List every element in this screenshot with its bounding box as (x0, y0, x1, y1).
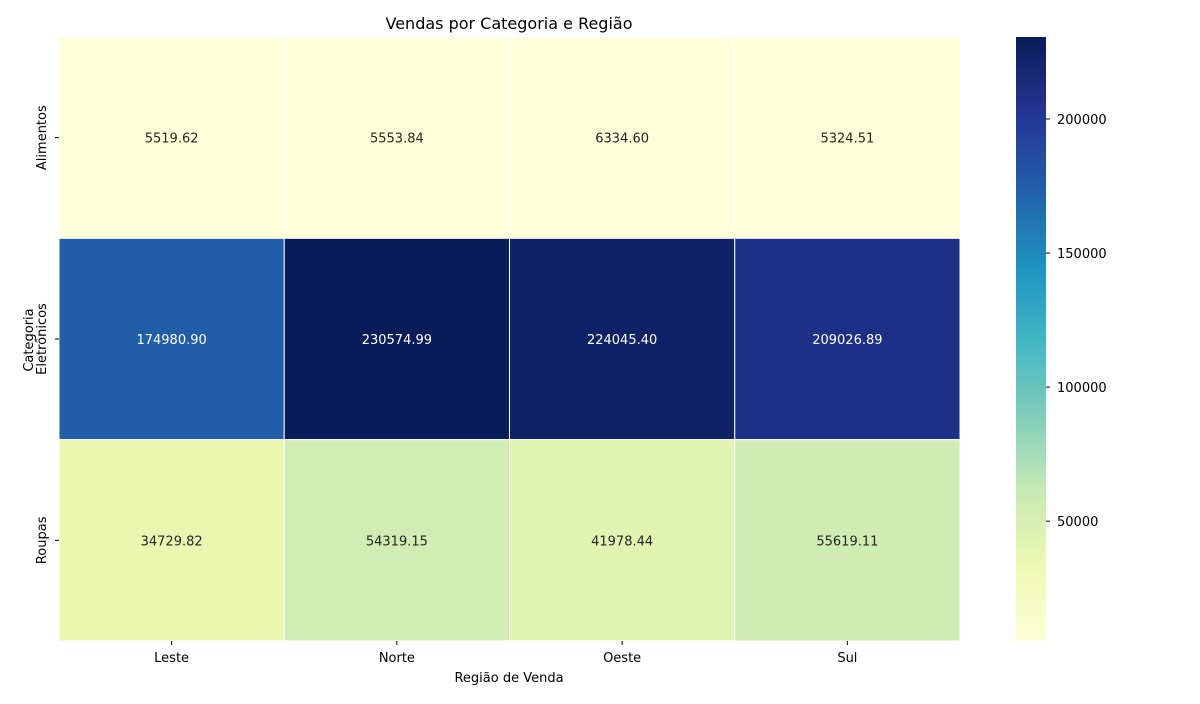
colorbar-tick-label: 150000 (1057, 247, 1107, 262)
y-axis-label: Categoria (22, 308, 37, 371)
heatmap-cell (58, 36, 285, 239)
heatmap-cell (283, 237, 510, 441)
x-tick-label: Oeste (603, 651, 641, 666)
colorbar-tick-label: 100000 (1057, 381, 1107, 396)
cell-value-label: 41978.44 (591, 534, 653, 549)
cell-value-labels: 5519.62 5553.84 6334.60 5324.51 174980.90 230… (136, 132, 882, 550)
y-tick-label: Alimentos (35, 105, 50, 170)
heatmap-cell (734, 439, 961, 642)
y-tick-label: Eletrônicos (35, 303, 50, 375)
heatmap-cell (58, 237, 285, 441)
chart-title: Vendas por Categoria e Região (386, 14, 633, 33)
heatmap-cell (509, 36, 736, 239)
heatmap-cells (58, 36, 961, 642)
cell-value-label: 174980.90 (136, 333, 206, 348)
heatmap-cell (283, 36, 510, 239)
cell-value-label: 224045.40 (587, 333, 657, 348)
heatmap-cell (509, 237, 736, 441)
heatmap-cell (734, 237, 961, 441)
cell-value-label: 54319.15 (366, 534, 428, 549)
colorbar-tick-label: 50000 (1057, 515, 1098, 530)
cell-value-label: 34729.82 (141, 534, 203, 549)
y-axis-label-group: Categoria (22, 308, 37, 371)
x-tick-label: Sul (837, 651, 857, 666)
colorbar-tick-label: 200000 (1057, 113, 1107, 128)
x-axis-label: Região de Venda (454, 671, 563, 686)
x-axis: Leste Norte Oeste Sul (154, 641, 857, 666)
x-tick-label: Norte (379, 651, 415, 666)
heatmap-cell (283, 439, 510, 642)
cell-value-label: 230574.99 (362, 333, 432, 348)
x-tick-label: Leste (154, 651, 189, 666)
heatmap-cell (734, 36, 961, 239)
colorbar: 50000 100000 150000 200000 (1016, 37, 1107, 641)
y-axis: Alimentos Eletrônicos Roupas (35, 105, 59, 564)
cell-value-label: 6334.60 (595, 132, 649, 147)
colorbar-gradient (1016, 37, 1046, 641)
cell-value-label: 209026.89 (812, 333, 882, 348)
cell-value-label: 5519.62 (145, 132, 199, 147)
cell-value-label: 5553.84 (370, 132, 424, 147)
y-tick-label: Roupas (35, 516, 50, 564)
cell-value-label: 55619.11 (816, 534, 878, 549)
cell-value-label: 5324.51 (820, 132, 874, 147)
